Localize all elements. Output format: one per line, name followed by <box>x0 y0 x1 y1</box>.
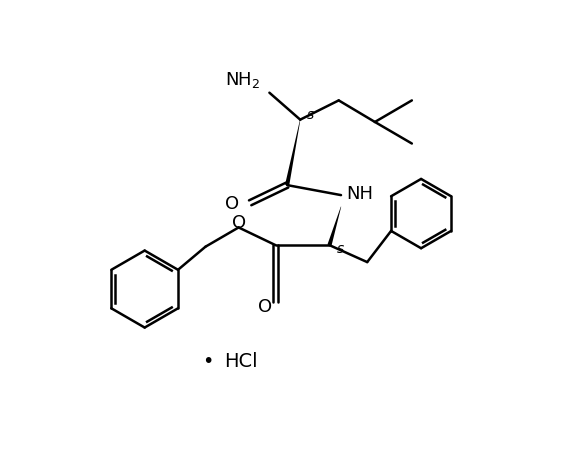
Polygon shape <box>327 207 341 246</box>
Polygon shape <box>285 120 300 186</box>
Text: O: O <box>258 297 273 315</box>
Text: NH: NH <box>347 185 374 202</box>
Text: •: • <box>202 352 214 370</box>
Text: $s$: $s$ <box>336 242 346 256</box>
Text: O: O <box>231 213 246 231</box>
Text: NH$_2$: NH$_2$ <box>225 70 260 90</box>
Text: $s$: $s$ <box>305 108 315 122</box>
Text: HCl: HCl <box>224 352 258 370</box>
Text: O: O <box>225 194 240 213</box>
